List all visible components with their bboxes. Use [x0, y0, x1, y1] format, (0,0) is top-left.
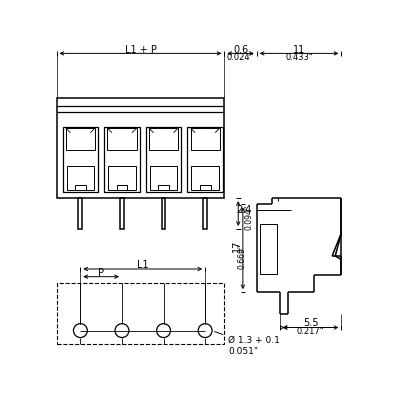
Bar [187, 126, 223, 192]
Bar [162, 198, 166, 229]
Bar [56, 283, 224, 344]
Bar [104, 126, 140, 192]
Bar [108, 166, 136, 190]
Text: 0.094": 0.094" [245, 205, 254, 230]
Text: 11: 11 [293, 44, 305, 54]
Text: P: P [98, 268, 104, 278]
Text: Ø 1.3 + 0.1
0.051": Ø 1.3 + 0.1 0.051" [214, 332, 280, 356]
Bar [66, 166, 94, 190]
Text: 2.4: 2.4 [237, 206, 252, 216]
Bar [63, 126, 98, 192]
Text: 0.024": 0.024" [227, 53, 254, 62]
Text: 0.217": 0.217" [297, 327, 324, 336]
Bar [260, 224, 277, 274]
Bar [56, 98, 224, 198]
Bar [190, 128, 220, 150]
Text: L1 + P: L1 + P [124, 44, 156, 54]
Text: 0.6: 0.6 [233, 44, 248, 54]
Bar [200, 185, 211, 190]
Bar [191, 166, 219, 190]
Bar [66, 128, 95, 150]
Bar [79, 198, 82, 229]
Bar [203, 198, 207, 229]
Bar [120, 198, 124, 229]
Text: L1: L1 [137, 260, 149, 270]
Bar [146, 126, 181, 192]
Bar [107, 128, 137, 150]
Text: 5.5: 5.5 [303, 318, 318, 328]
Text: 17: 17 [232, 240, 242, 252]
Bar [158, 185, 169, 190]
Bar [117, 185, 127, 190]
Bar [75, 185, 86, 190]
Text: 0.669": 0.669" [238, 243, 246, 268]
Bar [149, 128, 178, 150]
Text: 0.433": 0.433" [285, 53, 313, 62]
Bar [150, 166, 177, 190]
